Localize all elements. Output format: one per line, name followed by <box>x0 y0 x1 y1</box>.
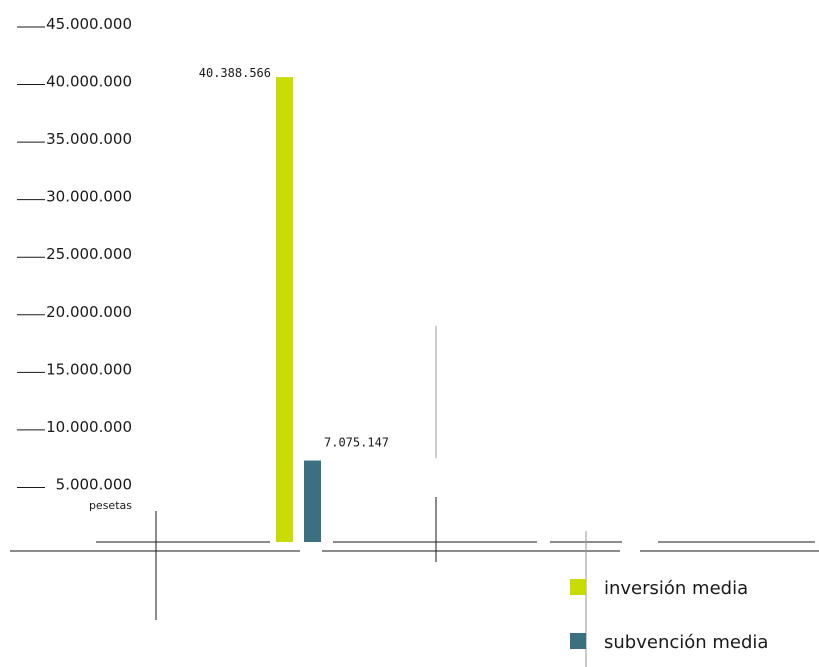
y-tick-label: 25.000.000 <box>46 245 132 263</box>
y-tick-label: 40.000.000 <box>46 73 132 91</box>
y-tick-label: 35.000.000 <box>46 130 132 148</box>
y-tick-label: 10.000.000 <box>46 418 132 436</box>
y-axis: 5.000.000 10.000.000 15.000.000 20.000.000 2… <box>17 15 132 512</box>
legend: inversión media subvención media <box>570 578 768 653</box>
y-tick-label: 15.000.000 <box>46 360 132 378</box>
y-unit-label: pesetas <box>89 499 132 512</box>
bar-subvencion-media <box>304 460 321 542</box>
legend-swatch <box>570 633 586 649</box>
bar-value-label: 7.075.147 <box>324 436 389 450</box>
bar-inversion-media <box>276 77 293 542</box>
legend-swatch <box>570 579 586 595</box>
bars: 40.388.566 7.075.147 <box>199 66 389 542</box>
y-tick-label: 5.000.000 <box>56 475 132 493</box>
chart-decoration <box>10 326 819 667</box>
y-tick-label: 45.000.000 <box>46 15 132 33</box>
bar-value-label: 40.388.566 <box>199 66 271 80</box>
legend-label: subvención media <box>604 632 768 653</box>
y-tick-label: 30.000.000 <box>46 188 132 206</box>
legend-label: inversión media <box>604 578 748 599</box>
y-tick-label: 20.000.000 <box>46 303 132 321</box>
